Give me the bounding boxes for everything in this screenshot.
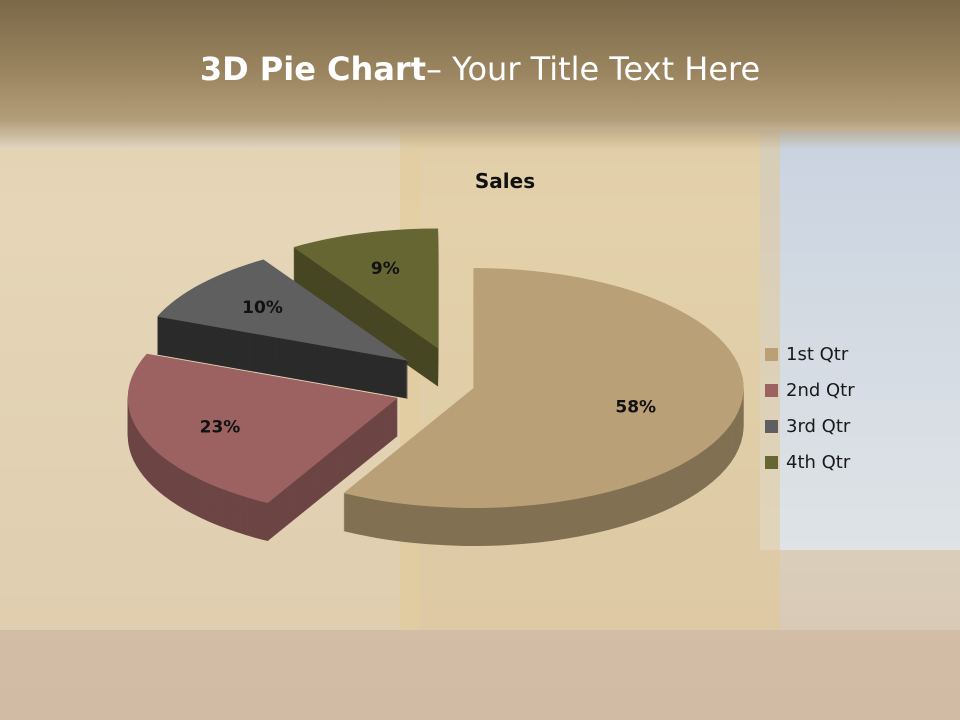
legend-swatch xyxy=(765,347,778,361)
pie-slice-3 xyxy=(157,259,409,399)
slide-title: 3D Pie Chart– Your Title Text Here xyxy=(0,50,960,88)
pie-slice-1 xyxy=(343,267,744,546)
background-ground xyxy=(0,630,960,720)
data-label: 9% xyxy=(371,259,400,279)
legend-label: 3rd Qtr xyxy=(786,415,851,437)
legend-item: 3rd Qtr xyxy=(765,408,855,444)
pie-slice-top xyxy=(343,267,744,508)
legend-label: 4th Qtr xyxy=(786,451,851,473)
pie-slice-4 xyxy=(293,228,439,387)
legend-item: 2nd Qtr xyxy=(765,372,855,408)
legend-label: 1st Qtr xyxy=(786,343,849,365)
legend-swatch xyxy=(765,419,778,433)
pie-slice-top xyxy=(293,228,439,349)
pie-slice-top xyxy=(127,353,398,504)
data-label: 10% xyxy=(242,298,283,318)
legend-item: 4th Qtr xyxy=(765,444,855,480)
legend-item: 1st Qtr xyxy=(765,336,855,372)
title-rest: – Your Title Text Here xyxy=(425,50,761,88)
data-label: 23% xyxy=(200,417,241,437)
chart-legend: 1st Qtr 2nd Qtr 3rd Qtr 4th Qtr xyxy=(765,336,855,480)
legend-swatch xyxy=(765,455,778,469)
background-sky xyxy=(760,130,960,550)
pie-slice-top xyxy=(157,259,409,361)
pie-slice-2 xyxy=(127,353,398,542)
title-bold: 3D Pie Chart xyxy=(199,50,426,88)
chart-title: Sales xyxy=(475,169,535,193)
legend-swatch xyxy=(765,383,778,397)
legend-label: 2nd Qtr xyxy=(786,379,855,401)
data-label: 58% xyxy=(615,397,656,417)
slide-header xyxy=(0,0,960,150)
